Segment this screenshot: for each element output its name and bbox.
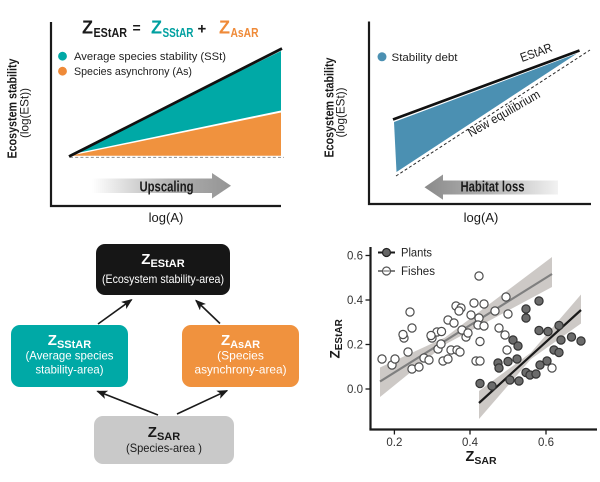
svg-text:Average species stability (SSt: Average species stability (SSt) [74, 51, 226, 63]
svg-text:0.6: 0.6 [347, 251, 363, 263]
svg-text:0.4: 0.4 [462, 437, 479, 449]
svg-text:Fishes: Fishes [401, 264, 435, 278]
svg-text:asynchrony-area): asynchrony-area) [195, 363, 287, 377]
svg-text:0.4: 0.4 [347, 295, 364, 307]
svg-text:Ecosystem stability: Ecosystem stability [6, 58, 20, 158]
svg-text:=: = [133, 20, 141, 36]
svg-text:Stability debt: Stability debt [392, 52, 459, 64]
svg-text:Z: Z [219, 18, 230, 38]
svg-text:ZAsAR: ZAsAR [221, 332, 260, 351]
svg-text:ZEStAR: ZEStAR [141, 251, 184, 270]
svg-text:(Species: (Species [217, 349, 264, 363]
svg-text:AsAR: AsAR [231, 26, 259, 40]
svg-text:+: + [198, 21, 207, 38]
svg-text:0.6: 0.6 [538, 437, 554, 449]
svg-text:Species asynchrony (As): Species asynchrony (As) [74, 66, 192, 78]
svg-text:0.2: 0.2 [386, 437, 402, 449]
svg-text:stability-area): stability-area) [36, 363, 104, 377]
svg-text:(Species-area ): (Species-area ) [126, 441, 202, 455]
svg-text:Z: Z [151, 18, 162, 38]
svg-text:0.2: 0.2 [347, 340, 363, 352]
svg-text:log(A): log(A) [464, 210, 499, 225]
svg-text:ZSAR: ZSAR [148, 424, 180, 443]
svg-text:(Average species: (Average species [26, 349, 114, 363]
svg-text:0.0: 0.0 [347, 384, 363, 396]
svg-text:(log(ESt)): (log(ESt)) [18, 88, 32, 138]
svg-text:SStAR: SStAR [163, 26, 194, 40]
svg-text:log(A): log(A) [149, 210, 184, 225]
svg-text:EStAR: EStAR [94, 26, 128, 40]
svg-text:Ecosystem stability: Ecosystem stability [323, 57, 337, 157]
svg-text:Habitat loss: Habitat loss [461, 180, 525, 196]
svg-text:Z: Z [82, 18, 93, 38]
svg-text:Plants: Plants [401, 246, 432, 260]
svg-text:(log(ESt)): (log(ESt)) [334, 88, 348, 138]
svg-text:(Ecosystem stability-area): (Ecosystem stability-area) [102, 272, 224, 286]
svg-text:Upscaling: Upscaling [140, 180, 194, 196]
svg-text:ZSStAR: ZSStAR [48, 332, 91, 351]
